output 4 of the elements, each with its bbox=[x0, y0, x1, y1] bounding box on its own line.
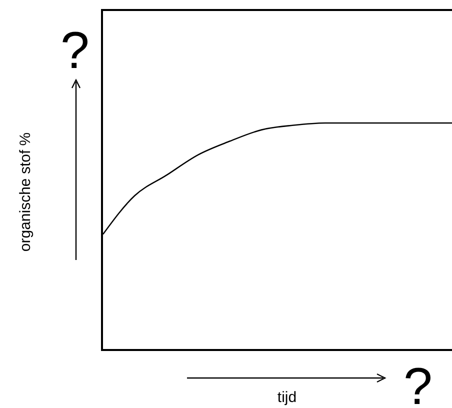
text: ? bbox=[60, 22, 90, 80]
text: ? bbox=[404, 358, 432, 408]
x-axis-title: tijd bbox=[277, 389, 297, 406]
y-axis-title: organische stof % bbox=[16, 132, 34, 252]
